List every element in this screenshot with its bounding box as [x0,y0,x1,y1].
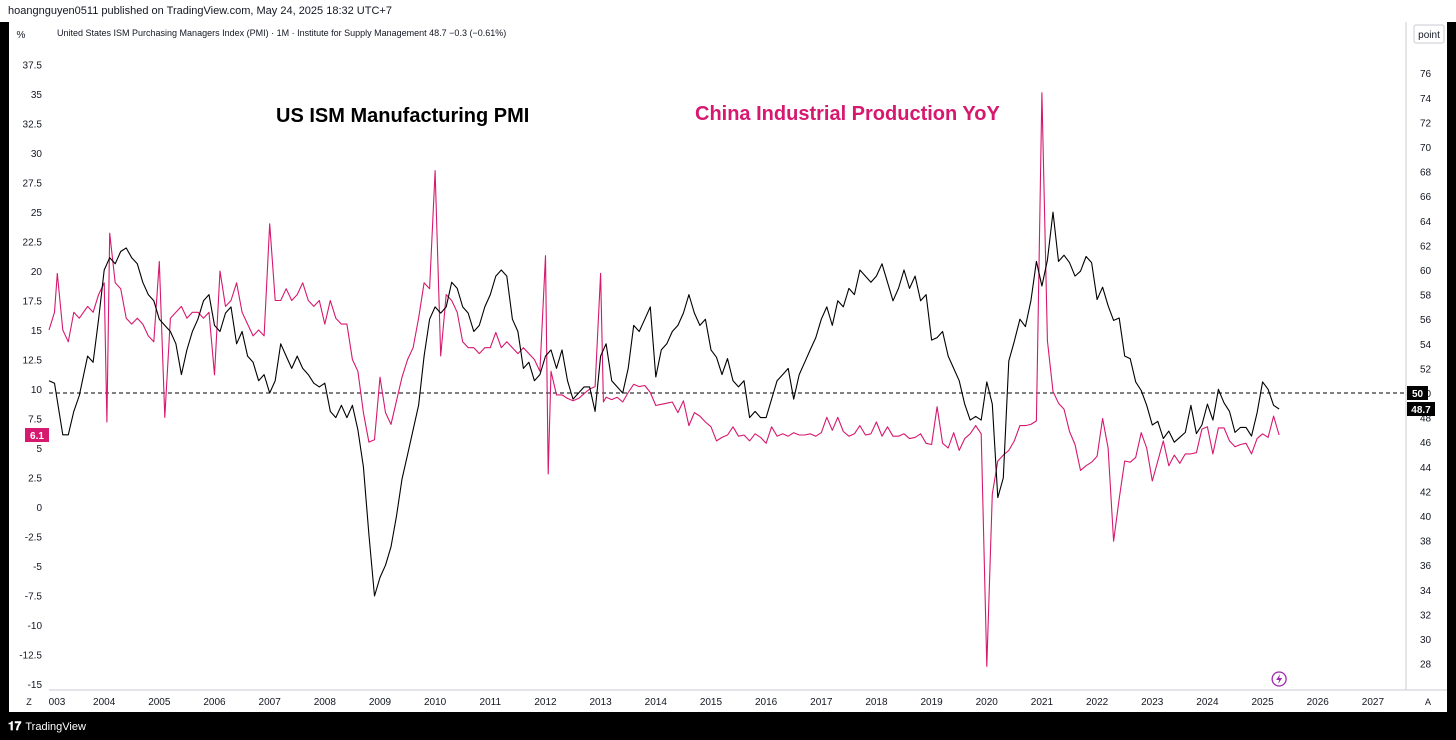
right-axis-tick: 76 [1420,69,1432,80]
left-axis-tick: -15 [28,680,43,691]
reference-value-label: 50 [1412,389,1424,400]
left-axis-tick: 32.5 [23,120,43,131]
right-axis-tick: 46 [1420,438,1432,449]
right-axis-tick: 28 [1420,660,1432,671]
right-axis-tick: 32 [1420,610,1432,621]
time-axis-tick: 2011 [480,697,502,708]
time-axis-tick: 2023 [1141,697,1164,708]
left-axis-tick: 12.5 [23,356,43,367]
right-axis-tick: 62 [1420,241,1432,252]
right-axis-unit: point [1418,30,1440,41]
corner-label-right: A [1425,697,1431,707]
pmi-series-line [48,211,1280,597]
time-axis-tick: 2017 [810,697,833,708]
right-axis-tick: 40 [1420,512,1432,523]
china-last-value-label: 6.1 [30,431,44,442]
time-axis-tick: 2022 [1086,697,1109,708]
left-axis-tick: 30 [31,149,43,160]
right-axis-tick: 44 [1420,463,1432,474]
left-axis-tick: 17.5 [23,297,43,308]
pmi-annotation: US ISM Manufacturing PMI [276,105,529,127]
left-axis-tick: 22.5 [23,238,43,249]
time-axis-tick: 2027 [1362,697,1385,708]
published-line: hoangnguyen0511 published on TradingView… [8,5,392,17]
right-axis-tick: 70 [1420,143,1432,154]
left-axis-tick: -7.5 [25,592,43,603]
right-axis-tick: 56 [1420,315,1432,326]
left-axis-tick: 5 [36,444,42,455]
left-axis-tick: 20 [31,267,43,278]
left-axis-tick: 35 [31,90,43,101]
time-axis-tick: 2025 [1251,697,1274,708]
left-axis-tick: 15 [31,326,43,337]
right-axis-tick: 52 [1420,364,1432,375]
right-axis-tick: 54 [1420,340,1432,351]
tradingview-brand-label: TradingView [25,720,86,733]
right-axis-tick: 58 [1420,291,1432,302]
left-axis-tick: 2.5 [28,474,42,485]
left-axis-tick: -2.5 [25,533,43,544]
time-axis-tick: 2018 [865,697,888,708]
time-axis-tick: 2015 [700,697,723,708]
right-axis-tick: 34 [1420,586,1432,597]
time-axis-tick: 2014 [645,697,668,708]
left-axis-tick: 10 [31,385,43,396]
time-axis-tick: 2026 [1307,697,1330,708]
right-axis-tick: 72 [1420,118,1432,129]
right-axis-tick: 38 [1420,537,1432,548]
published-header: hoangnguyen0511 published on TradingView… [0,0,1456,22]
left-axis-tick: 0 [36,503,42,514]
right-axis-tick: 30 [1420,635,1432,646]
time-axis-tick: 2008 [314,697,337,708]
time-axis-tick: 003 [49,697,66,708]
china-last-value-badge [25,428,49,443]
left-axis-tick: 25 [31,208,43,219]
chart-canvas[interactable]: % point 37.5 35 32.5 30 27.5 25 22.5 20 17.5 15 12.5… [9,22,1447,712]
time-axis-tick: 2016 [755,697,778,708]
time-axis-tick: 2013 [590,697,613,708]
right-axis-tick: 60 [1420,266,1432,277]
china-ip-series-line [48,92,1280,667]
pmi-last-value-badge [1407,401,1435,416]
right-axis-tick: 66 [1420,192,1432,203]
footer-bar: 𝟏𝟕 TradingView [0,712,1456,740]
legend-line: United States ISM Purchasing Managers In… [57,28,506,38]
time-axis-tick: 2005 [148,697,171,708]
time-axis-tick: 2004 [93,697,116,708]
left-axis-unit: % [17,30,26,41]
left-axis-tick: 27.5 [23,179,43,190]
time-axis-tick: 2007 [259,697,282,708]
time-axis-tick: 2024 [1196,697,1219,708]
tradingview-logo-icon: 𝟏𝟕 [8,719,22,733]
pmi-last-value-label: 48.7 [1411,405,1431,416]
lightning-icon-glyph [1276,674,1283,684]
right-axis-tick: 42 [1420,487,1432,498]
left-axis-tick: 7.5 [28,415,42,426]
time-axis-tick: 2010 [424,697,447,708]
left-axis-tick: -10 [28,621,43,632]
corner-label-left: Z [26,697,32,707]
right-axis-tick: 36 [1420,561,1432,572]
time-axis-tick: 2009 [369,697,392,708]
left-axis-tick: -5 [33,562,42,573]
time-axis-tick: 2020 [976,697,999,708]
time-axis-tick: 2012 [534,697,557,708]
chart-frame: % point 37.5 35 32.5 30 27.5 25 22.5 20 17.5 15 12.5… [9,22,1447,712]
time-axis-tick: 2006 [203,697,226,708]
right-axis-unit-box [1413,24,1445,44]
right-axis-tick: 74 [1420,94,1432,105]
time-axis-tick: 2021 [1031,697,1054,708]
right-axis-tick: 48 [1420,414,1432,425]
time-axis-tick: 2019 [920,697,943,708]
left-axis-tick: 37.5 [23,61,43,72]
right-axis-tick: 64 [1420,217,1432,228]
left-axis-tick: -12.5 [19,651,42,662]
right-axis-tick: 68 [1420,168,1432,179]
tradingview-brand[interactable]: 𝟏𝟕 TradingView [8,719,86,734]
china-ip-annotation: China Industrial Production YoY [695,103,1000,125]
reference-value-badge [1407,386,1428,400]
